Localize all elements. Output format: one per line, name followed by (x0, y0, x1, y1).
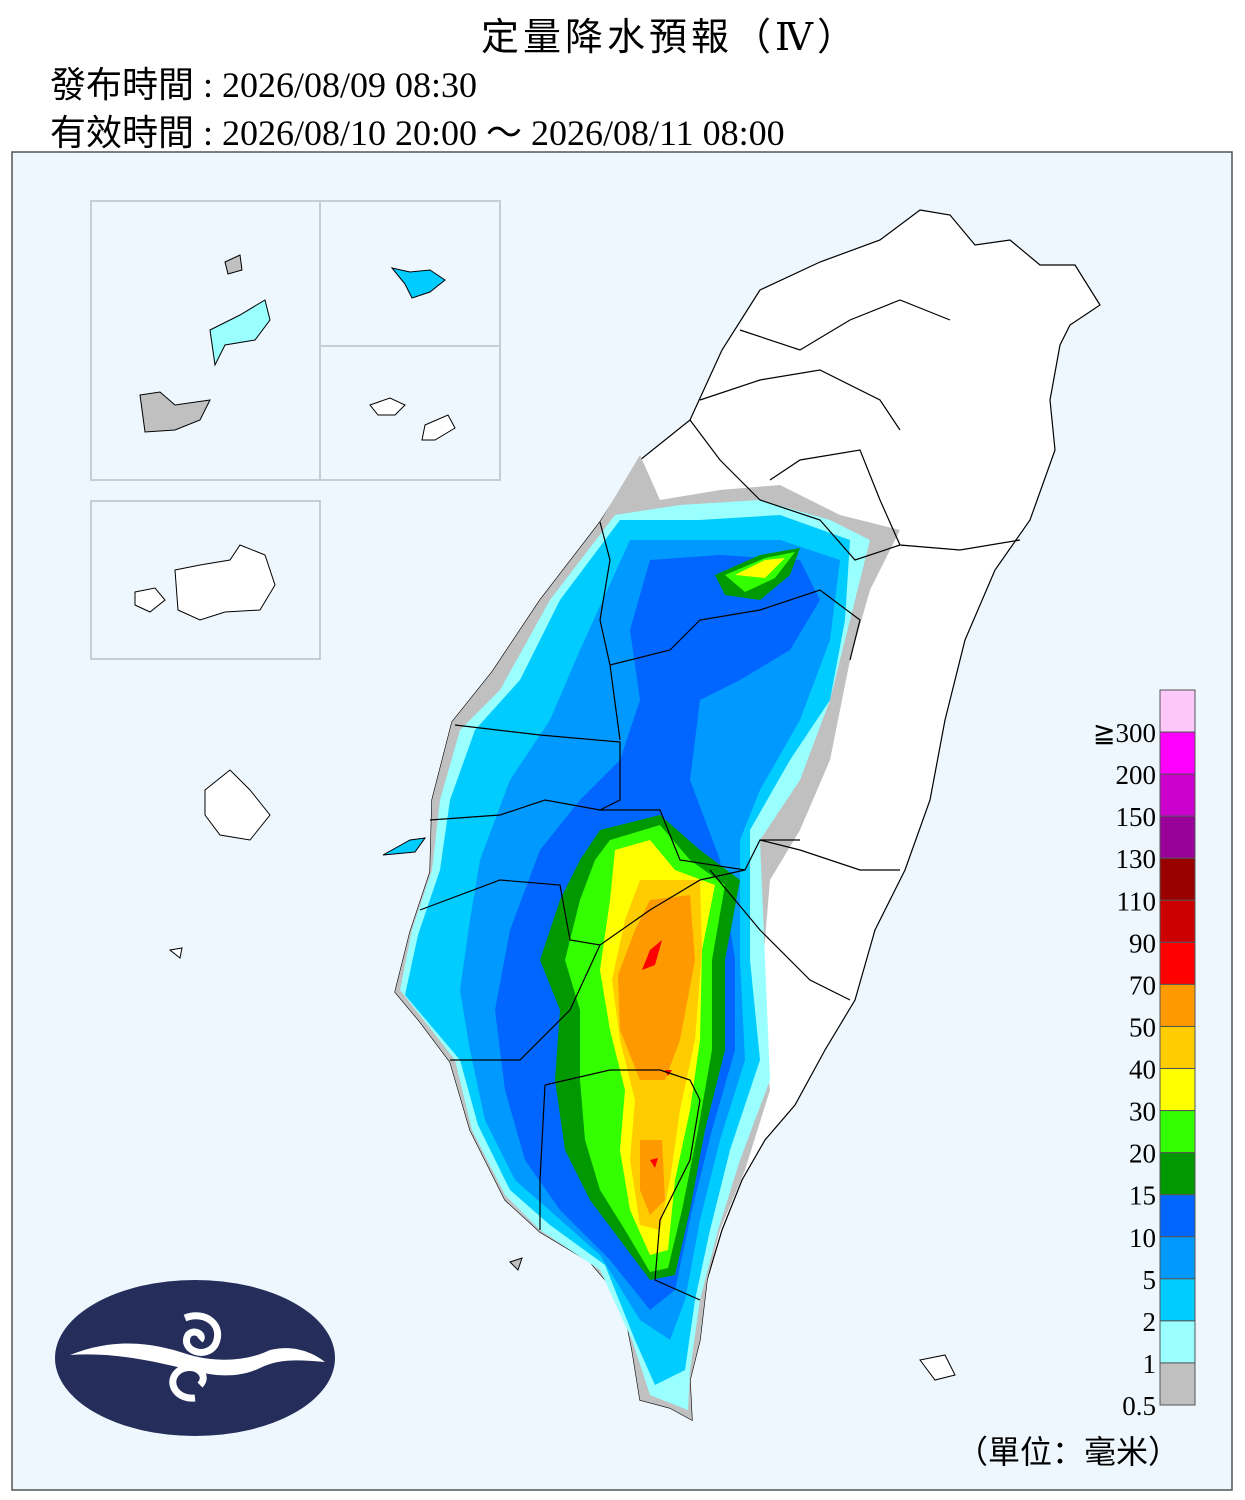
legend-label: ≧300 (1093, 718, 1156, 748)
legend-swatch (1159, 1152, 1196, 1196)
legend-label: 130 (1116, 844, 1157, 874)
legend-swatch (1159, 857, 1196, 901)
legend-swatch (1159, 731, 1196, 775)
legend-label: 50 (1129, 1012, 1156, 1042)
legend-swatch (1159, 1362, 1196, 1406)
legend-label: 10 (1129, 1223, 1156, 1253)
legend-label: 5 (1143, 1265, 1157, 1295)
legend-swatch (1159, 1236, 1196, 1280)
legend-label: 1 (1143, 1349, 1157, 1379)
legend-label: 150 (1116, 802, 1157, 832)
legend-label: 110 (1117, 886, 1157, 916)
legend-label: 30 (1129, 1097, 1156, 1127)
legend-label: 20 (1129, 1139, 1156, 1169)
legend-swatch (1159, 941, 1196, 985)
legend-swatch (1159, 983, 1196, 1027)
legend-swatch (1159, 1194, 1196, 1238)
legend-swatch (1159, 1068, 1196, 1112)
legend-label: 40 (1129, 1055, 1156, 1085)
legend-label: 2 (1143, 1307, 1157, 1337)
legend-swatch (1159, 689, 1196, 733)
legend-swatch (1159, 773, 1196, 817)
county-borders (419, 299, 1021, 1301)
unit-label: （單位：毫米） (956, 1434, 1180, 1470)
legend-swatch (1159, 1320, 1196, 1364)
insets (90, 200, 501, 660)
title: 定量降水預報（Ⅳ） (481, 17, 859, 59)
legend-swatch (1159, 899, 1196, 943)
valid-time: 有效時間 : 2026/08/10 20:00 ～ 2026/08/11 08:… (50, 113, 785, 153)
legend-label: 90 (1129, 928, 1156, 958)
cwa-logo (55, 1280, 335, 1436)
islands (134, 254, 956, 1381)
legend-label: 70 (1129, 970, 1156, 1000)
legend-label: 15 (1129, 1181, 1156, 1211)
legend-label: 0.5 (1122, 1391, 1156, 1421)
legend-swatch (1159, 1025, 1196, 1070)
legend: ≧300 200 150 130 110 90 70 50 40 30 20 15 10 5 2 1 0.5 (1093, 689, 1196, 1421)
legend-swatch (1159, 1110, 1196, 1154)
legend-swatch (1159, 815, 1196, 859)
issue-time: 發布時間 : 2026/08/09 08:30 (50, 65, 478, 105)
legend-swatch (1159, 1278, 1196, 1322)
legend-label: 200 (1116, 760, 1157, 790)
